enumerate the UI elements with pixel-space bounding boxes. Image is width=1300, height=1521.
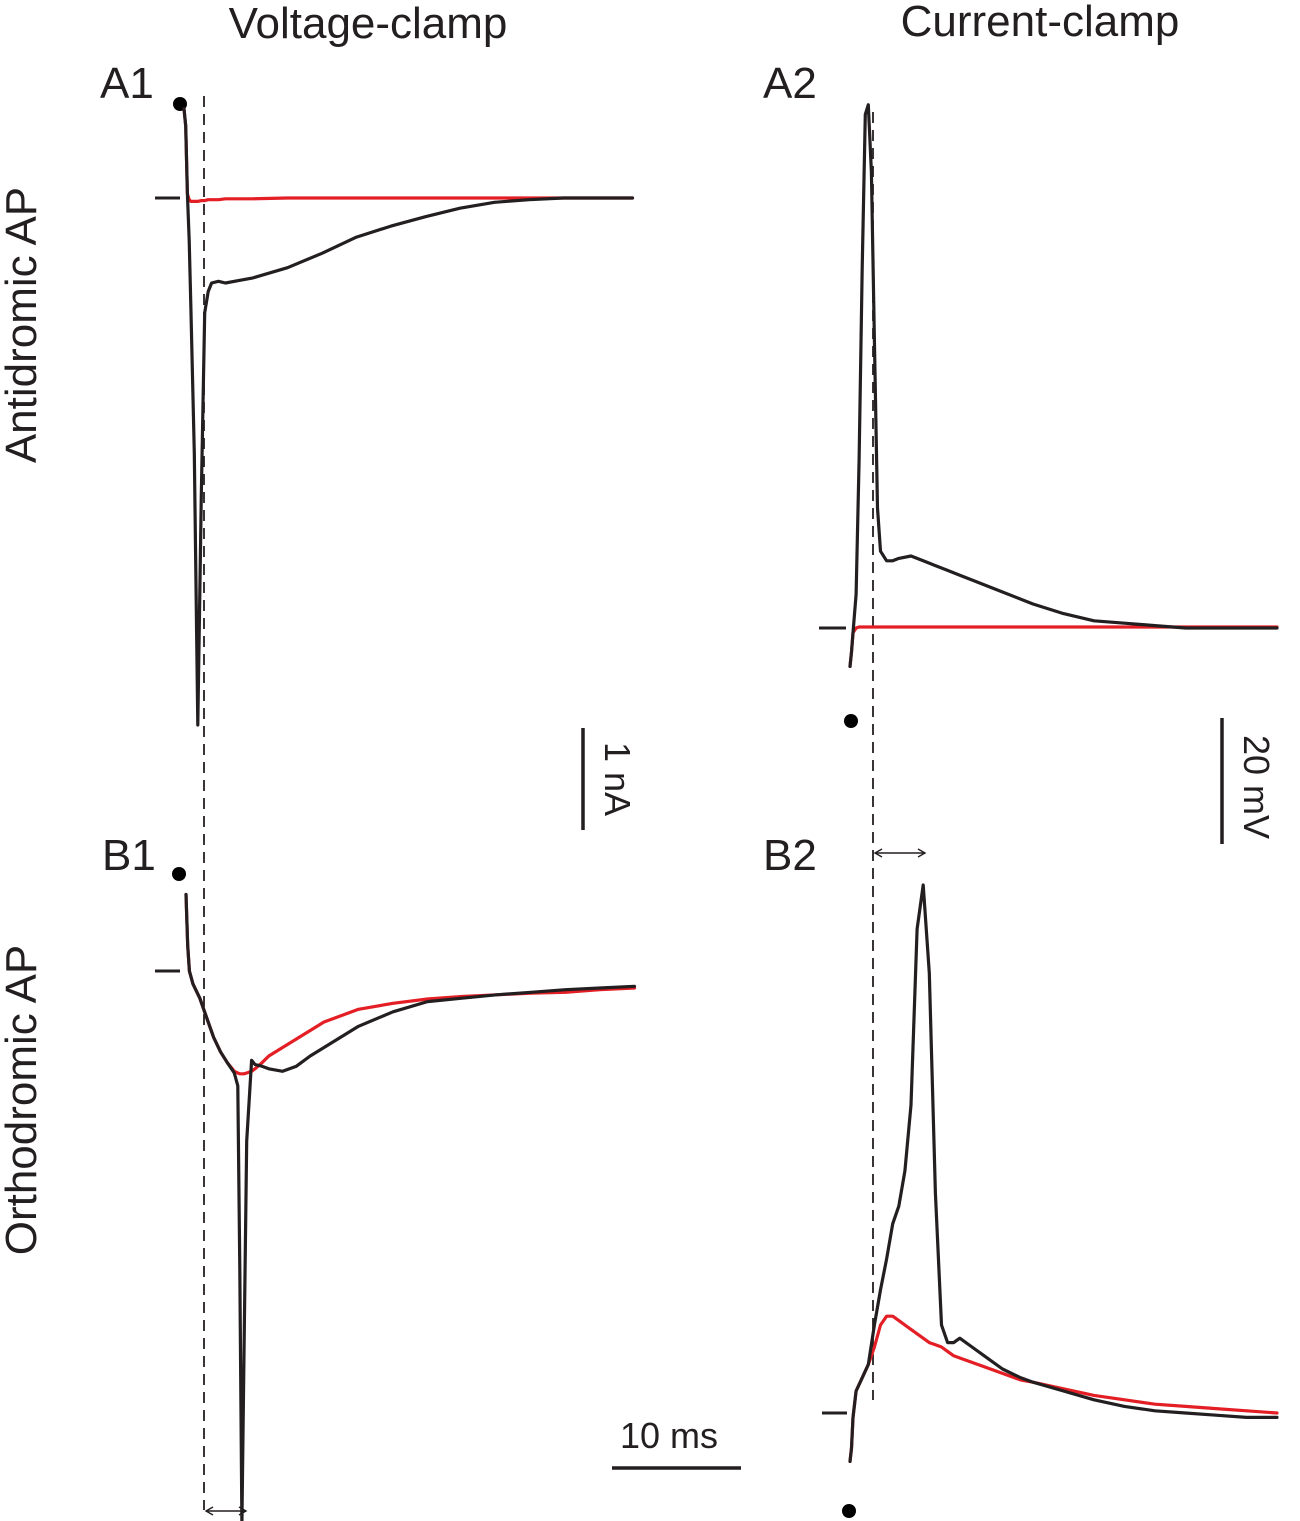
panel-label-a1: A1 bbox=[100, 59, 154, 108]
trace-a2-black bbox=[848, 103, 1279, 668]
scale-label-current: 1 nA bbox=[597, 742, 638, 816]
trace-b1-red bbox=[184, 892, 637, 1076]
stimulus-marker-b1 bbox=[172, 867, 186, 881]
latency-arrow-b2 bbox=[873, 848, 927, 858]
trace-b1-black bbox=[184, 892, 637, 1521]
latency-arrow-b1 bbox=[204, 1506, 248, 1516]
row-title-orthodromic: Orthodromic AP bbox=[0, 945, 46, 1256]
column-title-current-clamp: Current-clamp bbox=[901, 0, 1180, 46]
scale-label-time: 10 ms bbox=[620, 1415, 718, 1456]
stimulus-marker-a2 bbox=[844, 714, 858, 728]
panel-label-b1: B1 bbox=[102, 831, 156, 880]
trace-b2-red bbox=[848, 1314, 1279, 1463]
row-title-antidromic: Antidromic AP bbox=[0, 187, 46, 463]
scale-label-voltage: 20 mV bbox=[1236, 735, 1277, 839]
trace-b2-black bbox=[848, 883, 1279, 1463]
trace-a1-black bbox=[182, 107, 635, 727]
trace-a2-red bbox=[848, 625, 1279, 668]
panel-label-a2: A2 bbox=[763, 59, 817, 108]
stimulus-marker-b2 bbox=[842, 1504, 856, 1518]
trace-a1-red bbox=[182, 107, 635, 203]
column-title-voltage-clamp: Voltage-clamp bbox=[229, 0, 508, 48]
panel-label-b2: B2 bbox=[763, 831, 817, 880]
